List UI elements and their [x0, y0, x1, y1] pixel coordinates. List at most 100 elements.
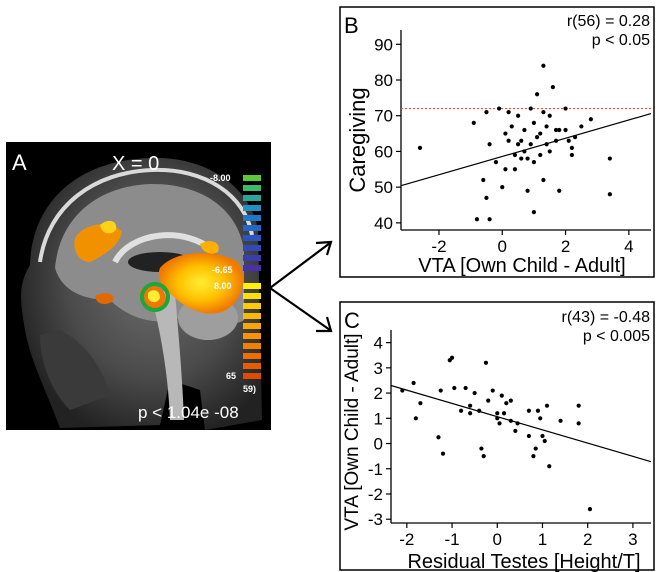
x-tick-label: 0	[493, 530, 502, 549]
panel-c-label: C	[344, 308, 360, 333]
x-axis-label: VTA [Own Child - Adult]	[418, 255, 626, 277]
data-point	[526, 408, 532, 413]
data-point	[487, 142, 492, 147]
colorbar-pos-bottom-label: 65	[226, 371, 236, 381]
data-point	[587, 507, 593, 512]
x-tick-label: 1	[538, 530, 547, 549]
data-point	[500, 185, 505, 190]
data-point	[544, 403, 550, 408]
y-tick-label: 60	[374, 142, 393, 161]
data-point	[531, 454, 536, 459]
data-point	[468, 403, 473, 408]
data-point	[495, 411, 500, 416]
y-tick-label: 80	[374, 71, 393, 90]
data-point	[474, 217, 480, 222]
colorbar-df-label: 59)	[243, 384, 256, 394]
data-point	[508, 398, 513, 403]
colorbar-pos-top-label: 8.00	[214, 281, 232, 291]
data-point	[576, 421, 581, 426]
data-point	[413, 416, 418, 421]
arrow-to-b	[269, 242, 331, 289]
data-point	[544, 124, 549, 129]
data-point	[569, 152, 574, 158]
y-tick-label: 0	[374, 435, 383, 454]
colorbar-seg-pos-2	[243, 293, 261, 299]
data-point	[499, 393, 504, 398]
y-tick-label: -2	[368, 485, 383, 504]
face-area	[40, 330, 110, 410]
colorbar-seg-pos-9	[243, 363, 261, 369]
colorbar-neg-bottom-label: -6.65	[212, 265, 233, 275]
y-tick-label: 40	[374, 214, 393, 233]
data-point	[535, 408, 541, 413]
colorbar-seg-neg-3	[243, 195, 261, 201]
data-point	[418, 401, 423, 406]
x-axis-label: Residual Testes [Height/T]	[407, 551, 640, 572]
colorbar-seg-pos-10	[243, 373, 261, 379]
data-point	[515, 113, 521, 118]
data-point	[468, 411, 473, 416]
data-point	[509, 124, 514, 129]
data-point	[542, 438, 547, 444]
colorbar-seg-neg-6	[243, 225, 261, 231]
data-point	[458, 408, 464, 413]
data-point	[436, 435, 441, 440]
colorbar-seg-neg-1	[243, 175, 261, 181]
data-point	[411, 380, 416, 386]
x-tick-label: -2	[431, 237, 446, 256]
data-point	[512, 167, 518, 172]
y-tick-label: 50	[374, 178, 393, 197]
data-point	[572, 135, 578, 140]
data-point	[547, 464, 552, 469]
data-point	[541, 110, 546, 115]
y-tick-label: 4	[374, 334, 383, 353]
data-point	[553, 138, 559, 143]
data-point	[519, 138, 524, 143]
colorbar-seg-pos-4	[243, 313, 261, 319]
x-tick-label: 2	[561, 237, 570, 256]
scatter-plot-c: -3 -2 -1 0 1 2 3 4 -2 -1 0 1 2 3 r(43) = -0.48 p < 0.00…	[342, 309, 652, 572]
data-point	[607, 156, 612, 161]
data-point	[506, 138, 511, 143]
panel-c: C -3 -2 -1 0 1 2 3 4 -2 -1 0 1 2 3 r(43) = -0.48 p < 0.…	[339, 301, 655, 572]
data-point	[579, 124, 584, 129]
data-point	[525, 188, 530, 193]
data-point	[522, 127, 527, 133]
data-point	[490, 388, 495, 393]
data-point	[526, 433, 532, 439]
data-point	[484, 195, 489, 200]
data-point	[563, 106, 568, 111]
skull-outline	[38, 167, 254, 263]
data-point	[515, 421, 520, 426]
data-point	[588, 117, 593, 122]
data-point	[558, 418, 563, 423]
data-point	[504, 401, 509, 406]
data-point	[501, 411, 507, 416]
data-point	[487, 217, 492, 222]
activation-frontal	[74, 224, 122, 262]
colorbar-seg-pos-7	[243, 343, 261, 349]
colorbar-seg-neg-2	[243, 185, 261, 191]
data-point	[538, 131, 543, 136]
data-point	[557, 188, 562, 193]
data-point	[493, 160, 499, 165]
connector-arrows	[269, 240, 333, 333]
data-point	[607, 192, 612, 197]
p-value-label: p < 0.05	[592, 32, 650, 49]
panel-b-frame	[339, 6, 655, 278]
data-point	[553, 127, 559, 133]
data-point	[513, 428, 518, 434]
data-point	[563, 127, 568, 133]
data-point	[400, 388, 405, 393]
vta-highlight-circle	[140, 282, 170, 312]
activation-frontal-2	[100, 220, 117, 234]
data-point	[449, 355, 455, 360]
data-point	[547, 149, 552, 154]
data-point	[519, 156, 524, 161]
data-point	[531, 120, 537, 125]
activation-vta-core	[148, 290, 160, 303]
data-point	[540, 433, 545, 439]
x-tick-label: -1	[444, 530, 459, 549]
colorbar-seg-pos-5	[243, 323, 261, 329]
